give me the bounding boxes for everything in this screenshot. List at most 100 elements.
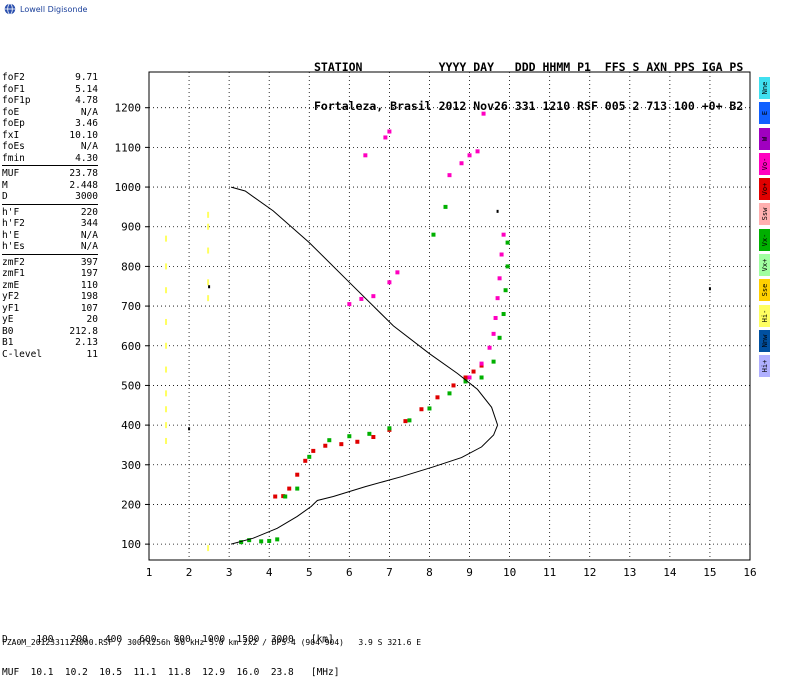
echo-point	[407, 418, 412, 423]
echo-point	[165, 318, 168, 325]
legend-item: E	[759, 102, 770, 125]
param-row: yF2 198	[2, 291, 98, 303]
scaled-parameters-panel: foF2 9.71 foF1 5.14 foF1p 4.78 foE N/A foEp 3.46 f…	[2, 72, 98, 360]
echo-point	[275, 537, 280, 542]
echo-point	[493, 315, 498, 320]
legend-item: Vo-	[759, 152, 770, 175]
legend-label: Vx+	[760, 258, 769, 272]
echo-point	[495, 296, 500, 301]
echo-point	[387, 426, 392, 431]
echo-point	[165, 287, 168, 294]
echo-point	[207, 545, 210, 552]
param-row: foF2 9.71	[2, 72, 98, 84]
legend-item: Nne	[759, 77, 770, 99]
muf-distance-table: D 100 200 400 600 800 1000 1500 3000 [km…	[2, 612, 339, 689]
echo-point	[165, 342, 168, 349]
echo-point	[323, 443, 328, 448]
param-row: zmE 110	[2, 280, 98, 292]
param-value: 3.46	[75, 118, 98, 129]
param-name: B1	[2, 337, 14, 348]
param-name: D	[2, 191, 8, 202]
param-row: B1 2.13	[2, 337, 98, 349]
param-row: foEs N/A	[2, 141, 98, 153]
echo-point	[347, 302, 352, 307]
legend-item: Nnw	[759, 329, 770, 352]
echo-point	[501, 232, 506, 237]
legend-label: Sse	[760, 284, 769, 297]
echo-point	[339, 442, 344, 447]
param-name: B0	[2, 325, 14, 337]
legend-item: Hi+	[759, 355, 770, 378]
param-value: 2.13	[75, 337, 98, 348]
x-tick-label: 14	[663, 566, 677, 579]
echo-point	[303, 458, 308, 463]
param-row: yF1 107	[2, 303, 98, 315]
header-line-2: Fortaleza, Brasil 2012 Nov26 331 1210 RS…	[314, 99, 744, 113]
param-value: N/A	[80, 141, 98, 152]
x-tick-label: 4	[266, 566, 273, 579]
legend-label: Vo+	[760, 182, 769, 196]
x-tick-label: 6	[346, 566, 353, 579]
echo-point	[459, 161, 464, 166]
y-tick-label: 300	[121, 459, 141, 472]
echo-point	[267, 538, 272, 543]
param-name: yF1	[2, 302, 20, 314]
header-line-1: STATION YYYY DAY DDD HHMM P1 FFS S AXN P…	[314, 60, 744, 74]
polarization-legend: Nne E W Vo- Vo+ Ssw Vx- Vx+ Sse Hi- Nnw Hi+	[759, 77, 771, 381]
muf-row: MUF 10.1 10.2 10.5 11.1 11.8 12.9 16.0 2…	[2, 667, 340, 678]
param-name: yE	[2, 314, 14, 325]
param-name: fxI	[2, 129, 20, 141]
y-tick-label: 800	[121, 260, 141, 273]
param-value: 4.30	[75, 152, 98, 164]
file-info-footer: FZA0M_2012331121000.RSF / 300fx256h 50 k…	[2, 638, 422, 647]
echo-point	[207, 223, 210, 230]
x-tick-label: 5	[306, 566, 313, 579]
echo-point	[165, 366, 168, 373]
echo-point	[165, 390, 168, 397]
x-tick-label: 2	[186, 566, 193, 579]
legend-label: Nnw	[760, 334, 769, 348]
ionogram-chart: 1 2 3 4 5 6 7 8 9 10 11 12 13 14 15 1610020030040050060…	[115, 71, 757, 579]
param-value: 20	[86, 314, 98, 325]
param-row: h'F 220	[2, 207, 98, 219]
legend-label: W	[760, 136, 769, 141]
y-tick-label: 500	[121, 379, 141, 392]
legend-label: Hi-	[760, 309, 769, 322]
param-name: C-level	[2, 348, 43, 360]
x-tick-label: 1	[146, 566, 153, 579]
x-tick-label: 3	[226, 566, 233, 579]
echo-point	[463, 379, 468, 384]
echo-point	[467, 375, 472, 380]
param-value: 10.10	[69, 129, 98, 141]
param-value: N/A	[80, 229, 98, 241]
x-tick-label: 7	[386, 566, 393, 579]
param-value: 344	[80, 218, 98, 229]
param-row: M 2.448	[2, 180, 98, 192]
echo-point	[371, 294, 376, 299]
param-separator	[2, 203, 98, 205]
echo-point	[481, 111, 486, 116]
legend-item: Vo+	[759, 178, 770, 201]
legend-item: W	[759, 127, 770, 150]
echo-point	[355, 439, 360, 444]
y-tick-label: 400	[121, 419, 141, 432]
echo-point	[431, 232, 436, 237]
lowell-digisonde-logo: Lowell Digisonde	[4, 3, 87, 15]
y-tick-label: 1000	[115, 181, 142, 194]
x-tick-label: 13	[623, 566, 636, 579]
param-name: MUF	[2, 168, 20, 179]
echo-point	[497, 335, 502, 340]
param-separator	[2, 165, 98, 166]
echo-point	[188, 427, 191, 431]
echo-point	[208, 285, 211, 289]
param-name: h'E	[2, 229, 20, 241]
echo-point	[463, 375, 468, 380]
echo-point	[283, 494, 288, 499]
param-value: 107	[80, 302, 98, 314]
param-row: zmF2 397	[2, 257, 98, 269]
legend-label: Vx-	[760, 233, 769, 247]
echo-point	[247, 538, 252, 543]
x-tick-label: 11	[543, 566, 556, 579]
echo-point	[491, 331, 496, 336]
echo-point	[311, 448, 316, 453]
